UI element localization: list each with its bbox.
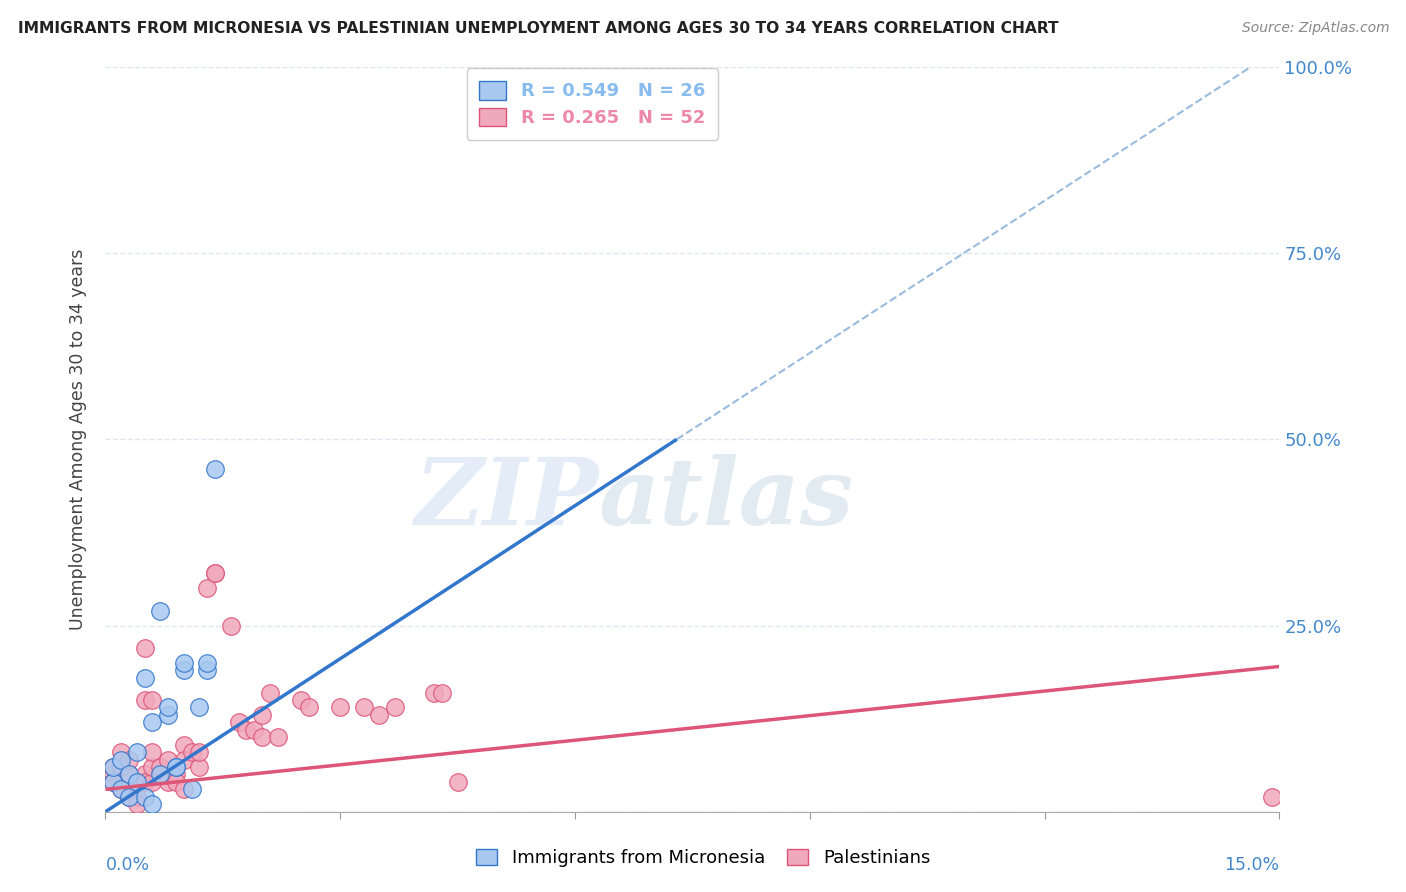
Point xyxy=(110,745,132,759)
Point xyxy=(243,723,266,737)
Point xyxy=(195,656,218,670)
Point xyxy=(125,789,148,804)
Point xyxy=(165,760,187,774)
Point xyxy=(149,767,172,781)
Point xyxy=(141,797,163,812)
Point xyxy=(118,789,141,804)
Point xyxy=(430,685,453,699)
Point xyxy=(141,760,163,774)
Text: 0.0%: 0.0% xyxy=(105,856,149,874)
Point xyxy=(118,753,141,767)
Point xyxy=(188,745,211,759)
Point xyxy=(141,693,163,707)
Point xyxy=(141,775,163,789)
Legend: R = 0.549   N = 26, R = 0.265   N = 52: R = 0.549 N = 26, R = 0.265 N = 52 xyxy=(467,69,718,140)
Point xyxy=(157,707,180,722)
Point xyxy=(110,753,132,767)
Point xyxy=(134,775,156,789)
Point xyxy=(173,782,195,797)
Point xyxy=(165,767,187,781)
Text: Source: ZipAtlas.com: Source: ZipAtlas.com xyxy=(1241,21,1389,36)
Point xyxy=(204,566,226,581)
Point xyxy=(195,582,218,596)
Point xyxy=(118,767,141,781)
Point xyxy=(157,753,180,767)
Point xyxy=(564,82,586,96)
Point xyxy=(368,707,391,722)
Point xyxy=(204,566,226,581)
Point xyxy=(134,693,156,707)
Point xyxy=(110,760,132,774)
Text: ZIP: ZIP xyxy=(415,454,599,544)
Point xyxy=(165,775,187,789)
Point xyxy=(141,715,163,730)
Point xyxy=(157,700,180,714)
Point xyxy=(118,789,141,804)
Y-axis label: Unemployment Among Ages 30 to 34 years: Unemployment Among Ages 30 to 34 years xyxy=(69,249,87,630)
Point xyxy=(173,738,195,752)
Point xyxy=(195,663,218,677)
Point xyxy=(149,760,172,774)
Point xyxy=(149,604,172,618)
Point xyxy=(103,775,125,789)
Point xyxy=(157,775,180,789)
Point xyxy=(423,685,446,699)
Point xyxy=(219,618,242,632)
Point xyxy=(141,745,163,759)
Point xyxy=(103,775,125,789)
Point xyxy=(173,663,195,677)
Point xyxy=(266,730,288,744)
Point xyxy=(103,760,125,774)
Point xyxy=(118,767,141,781)
Point xyxy=(134,767,156,781)
Legend: Immigrants from Micronesia, Palestinians: Immigrants from Micronesia, Palestinians xyxy=(468,841,938,874)
Point xyxy=(228,715,250,730)
Point xyxy=(110,782,132,797)
Point xyxy=(353,700,375,714)
Text: IMMIGRANTS FROM MICRONESIA VS PALESTINIAN UNEMPLOYMENT AMONG AGES 30 TO 34 YEARS: IMMIGRANTS FROM MICRONESIA VS PALESTINIA… xyxy=(18,21,1059,37)
Point xyxy=(447,775,470,789)
Point xyxy=(250,730,273,744)
Point xyxy=(180,745,202,759)
Text: atlas: atlas xyxy=(599,454,853,544)
Point xyxy=(173,656,195,670)
Point xyxy=(125,797,148,812)
Point xyxy=(188,700,211,714)
Point xyxy=(204,462,226,476)
Point xyxy=(384,700,406,714)
Point xyxy=(103,760,125,774)
Point xyxy=(134,640,156,655)
Point xyxy=(125,775,148,789)
Point xyxy=(250,707,273,722)
Point xyxy=(188,760,211,774)
Point xyxy=(298,700,321,714)
Point xyxy=(1260,789,1282,804)
Point xyxy=(125,775,148,789)
Point xyxy=(259,685,281,699)
Point xyxy=(173,753,195,767)
Point xyxy=(165,760,187,774)
Point xyxy=(290,693,312,707)
Point xyxy=(235,723,257,737)
Point xyxy=(110,782,132,797)
Point xyxy=(134,789,156,804)
Text: 15.0%: 15.0% xyxy=(1225,856,1279,874)
Point xyxy=(134,671,156,685)
Point xyxy=(125,745,148,759)
Point xyxy=(329,700,352,714)
Point xyxy=(103,767,125,781)
Point xyxy=(180,782,202,797)
